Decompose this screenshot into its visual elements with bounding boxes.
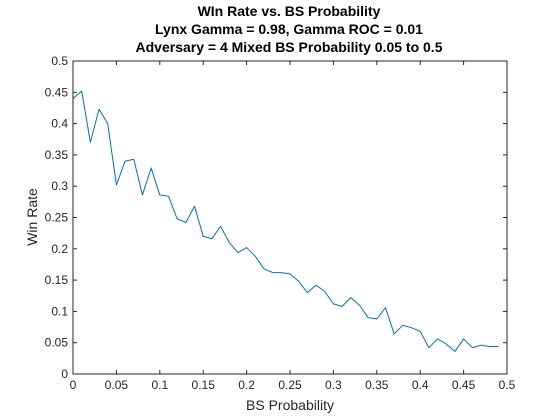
y-tick-label: 0.4 [51,117,68,131]
y-tick-label: 0.1 [51,304,68,318]
x-tick-label: 0.45 [452,378,476,392]
y-tick-label: 0.15 [45,273,69,287]
chart-title-line-1: WIn Rate vs. BS Probability [198,3,381,19]
x-tick-label: 0.1 [151,378,168,392]
y-tick-label: 0.3 [51,179,68,193]
x-tick-label: 0.4 [412,378,429,392]
plot-box [72,60,508,375]
series-line [72,90,499,352]
x-tick-label: 0.35 [365,378,389,392]
chart-title-line-3: Adversary = 4 Mixed BS Probability 0.05 … [136,39,443,55]
y-tick-label: 0.45 [45,85,69,99]
y-tick-label: 0.35 [45,148,69,162]
x-axis-label: BS Probability [246,397,334,413]
y-tick-label: 0.05 [45,336,69,350]
plot-area [73,61,507,374]
x-tick-label: 0 [70,378,77,392]
y-axis-label: Win Rate [24,188,40,246]
y-tick-label: 0.5 [51,54,68,68]
y-tick-label: 0.2 [51,242,68,256]
x-tick-label: 0.2 [238,378,255,392]
x-tick-label: 0.15 [192,378,216,392]
chart-title-line-2: Lynx Gamma = 0.98, Gamma ROC = 0.01 [155,21,423,37]
x-tick-label: 0.05 [105,378,129,392]
y-tick-label: 0.25 [45,211,69,225]
x-tick-label: 0.25 [278,378,302,392]
x-tick-label: 0.3 [325,378,342,392]
y-tick-label: 0 [61,367,68,381]
x-tick-label: 0.5 [499,378,516,392]
